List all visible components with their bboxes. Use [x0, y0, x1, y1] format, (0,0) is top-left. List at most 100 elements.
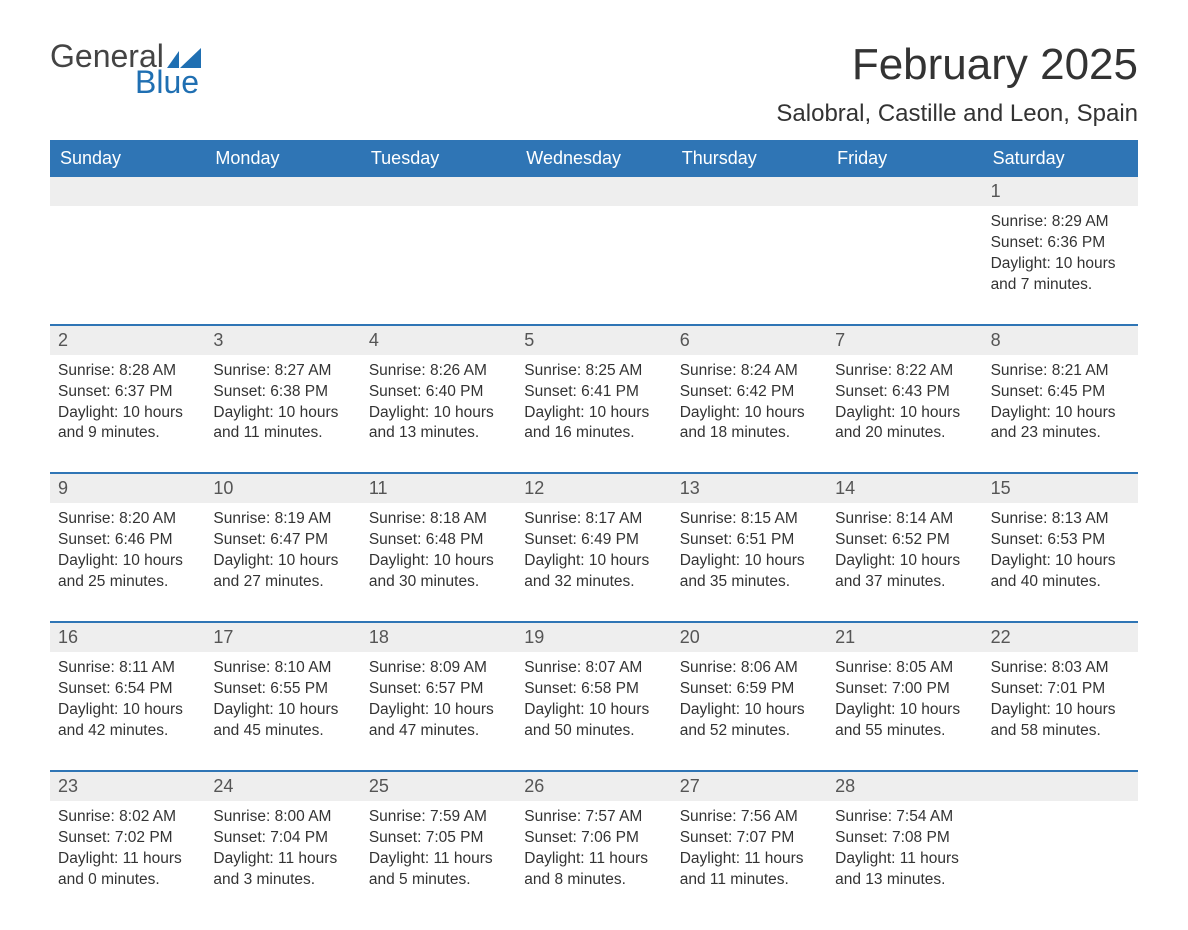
weekday-header-cell: Friday: [827, 140, 982, 177]
sunrise-line: Sunrise: 8:05 AM: [835, 658, 974, 679]
day-number: [827, 177, 982, 206]
sunset-line: Sunset: 6:48 PM: [369, 530, 508, 551]
sunrise-line: Sunrise: 8:24 AM: [680, 361, 819, 382]
daylight-line: Daylight: 10 hours and 40 minutes.: [991, 551, 1130, 593]
sunrise-line: Sunrise: 8:00 AM: [213, 807, 352, 828]
sunrise-line: Sunrise: 7:54 AM: [835, 807, 974, 828]
weekday-header-cell: Saturday: [983, 140, 1138, 177]
sunset-line: Sunset: 6:45 PM: [991, 382, 1130, 403]
sunset-line: Sunset: 6:38 PM: [213, 382, 352, 403]
sunrise-line: Sunrise: 8:29 AM: [991, 212, 1130, 233]
sunrise-line: Sunrise: 8:25 AM: [524, 361, 663, 382]
day-number: [672, 177, 827, 206]
sunrise-line: Sunrise: 8:21 AM: [991, 361, 1130, 382]
sunrise-line: Sunrise: 8:06 AM: [680, 658, 819, 679]
day-detail: Sunrise: 8:06 AMSunset: 6:59 PMDaylight:…: [672, 652, 827, 742]
day-number: 2: [50, 326, 205, 355]
sunset-line: Sunset: 6:42 PM: [680, 382, 819, 403]
sunrise-line: Sunrise: 8:17 AM: [524, 509, 663, 530]
day-number: 24: [205, 772, 360, 801]
weekday-header-cell: Sunday: [50, 140, 205, 177]
day-detail: Sunrise: 8:05 AMSunset: 7:00 PMDaylight:…: [827, 652, 982, 742]
day-number: 19: [516, 623, 671, 652]
weeks-container: 1Sunrise: 8:29 AMSunset: 6:36 PMDaylight…: [50, 177, 1138, 890]
sunset-line: Sunset: 6:54 PM: [58, 679, 197, 700]
day-detail: [672, 206, 827, 296]
day-detail: Sunrise: 8:25 AMSunset: 6:41 PMDaylight:…: [516, 355, 671, 445]
sunset-line: Sunset: 6:53 PM: [991, 530, 1130, 551]
daylight-line: Daylight: 10 hours and 7 minutes.: [991, 254, 1130, 296]
day-detail: Sunrise: 8:11 AMSunset: 6:54 PMDaylight:…: [50, 652, 205, 742]
day-detail: Sunrise: 8:15 AMSunset: 6:51 PMDaylight:…: [672, 503, 827, 593]
day-number: 9: [50, 474, 205, 503]
day-number: 4: [361, 326, 516, 355]
week-row: 232425262728Sunrise: 8:02 AMSunset: 7:02…: [50, 770, 1138, 891]
daylight-line: Daylight: 10 hours and 30 minutes.: [369, 551, 508, 593]
week-row: 2345678Sunrise: 8:28 AMSunset: 6:37 PMDa…: [50, 324, 1138, 445]
day-number: 18: [361, 623, 516, 652]
sunset-line: Sunset: 6:49 PM: [524, 530, 663, 551]
day-detail: Sunrise: 7:59 AMSunset: 7:05 PMDaylight:…: [361, 801, 516, 891]
day-detail: Sunrise: 8:24 AMSunset: 6:42 PMDaylight:…: [672, 355, 827, 445]
daylight-line: Daylight: 10 hours and 35 minutes.: [680, 551, 819, 593]
day-detail: Sunrise: 8:17 AMSunset: 6:49 PMDaylight:…: [516, 503, 671, 593]
header: General Blue February 2025 Salobral, Cas…: [50, 40, 1138, 128]
sunrise-line: Sunrise: 7:57 AM: [524, 807, 663, 828]
day-detail: Sunrise: 8:10 AMSunset: 6:55 PMDaylight:…: [205, 652, 360, 742]
daynum-strip: 16171819202122: [50, 623, 1138, 652]
sunset-line: Sunset: 6:57 PM: [369, 679, 508, 700]
sunrise-line: Sunrise: 7:59 AM: [369, 807, 508, 828]
detail-strip: Sunrise: 8:29 AMSunset: 6:36 PMDaylight:…: [50, 206, 1138, 296]
sunrise-line: Sunrise: 8:20 AM: [58, 509, 197, 530]
calendar: SundayMondayTuesdayWednesdayThursdayFrid…: [50, 140, 1138, 890]
detail-strip: Sunrise: 8:11 AMSunset: 6:54 PMDaylight:…: [50, 652, 1138, 742]
daynum-strip: 9101112131415: [50, 474, 1138, 503]
daylight-line: Daylight: 11 hours and 0 minutes.: [58, 849, 197, 891]
day-detail: [516, 206, 671, 296]
day-detail: [983, 801, 1138, 891]
day-detail: Sunrise: 8:03 AMSunset: 7:01 PMDaylight:…: [983, 652, 1138, 742]
weekday-header-cell: Monday: [205, 140, 360, 177]
day-number: 12: [516, 474, 671, 503]
daynum-strip: 1: [50, 177, 1138, 206]
day-detail: Sunrise: 7:56 AMSunset: 7:07 PMDaylight:…: [672, 801, 827, 891]
daylight-line: Daylight: 10 hours and 18 minutes.: [680, 403, 819, 445]
sunset-line: Sunset: 6:40 PM: [369, 382, 508, 403]
sunrise-line: Sunrise: 8:28 AM: [58, 361, 197, 382]
sunrise-line: Sunrise: 8:26 AM: [369, 361, 508, 382]
sunset-line: Sunset: 6:58 PM: [524, 679, 663, 700]
sunset-line: Sunset: 6:36 PM: [991, 233, 1130, 254]
day-number: 17: [205, 623, 360, 652]
day-detail: Sunrise: 8:27 AMSunset: 6:38 PMDaylight:…: [205, 355, 360, 445]
day-detail: Sunrise: 8:19 AMSunset: 6:47 PMDaylight:…: [205, 503, 360, 593]
daylight-line: Daylight: 11 hours and 3 minutes.: [213, 849, 352, 891]
sunset-line: Sunset: 6:51 PM: [680, 530, 819, 551]
location-subtitle: Salobral, Castille and Leon, Spain: [776, 100, 1138, 128]
day-detail: Sunrise: 8:09 AMSunset: 6:57 PMDaylight:…: [361, 652, 516, 742]
day-number: 28: [827, 772, 982, 801]
day-detail: Sunrise: 8:13 AMSunset: 6:53 PMDaylight:…: [983, 503, 1138, 593]
sunset-line: Sunset: 7:06 PM: [524, 828, 663, 849]
weekday-header-row: SundayMondayTuesdayWednesdayThursdayFrid…: [50, 140, 1138, 177]
daylight-line: Daylight: 10 hours and 37 minutes.: [835, 551, 974, 593]
day-detail: Sunrise: 8:21 AMSunset: 6:45 PMDaylight:…: [983, 355, 1138, 445]
daylight-line: Daylight: 10 hours and 27 minutes.: [213, 551, 352, 593]
day-detail: Sunrise: 8:07 AMSunset: 6:58 PMDaylight:…: [516, 652, 671, 742]
sunrise-line: Sunrise: 8:22 AM: [835, 361, 974, 382]
daylight-line: Daylight: 10 hours and 47 minutes.: [369, 700, 508, 742]
sunrise-line: Sunrise: 8:10 AM: [213, 658, 352, 679]
day-number: 15: [983, 474, 1138, 503]
day-detail: Sunrise: 7:54 AMSunset: 7:08 PMDaylight:…: [827, 801, 982, 891]
sunrise-line: Sunrise: 8:13 AM: [991, 509, 1130, 530]
daylight-line: Daylight: 10 hours and 23 minutes.: [991, 403, 1130, 445]
sunset-line: Sunset: 6:43 PM: [835, 382, 974, 403]
daylight-line: Daylight: 10 hours and 45 minutes.: [213, 700, 352, 742]
day-number: 27: [672, 772, 827, 801]
day-detail: Sunrise: 8:18 AMSunset: 6:48 PMDaylight:…: [361, 503, 516, 593]
sunrise-line: Sunrise: 8:03 AM: [991, 658, 1130, 679]
sunset-line: Sunset: 6:37 PM: [58, 382, 197, 403]
sunset-line: Sunset: 6:52 PM: [835, 530, 974, 551]
sunrise-line: Sunrise: 8:19 AM: [213, 509, 352, 530]
sunrise-line: Sunrise: 8:18 AM: [369, 509, 508, 530]
week-row: 9101112131415 Sunrise: 8:20 AM Sunset: 6:4…: [50, 472, 1138, 593]
